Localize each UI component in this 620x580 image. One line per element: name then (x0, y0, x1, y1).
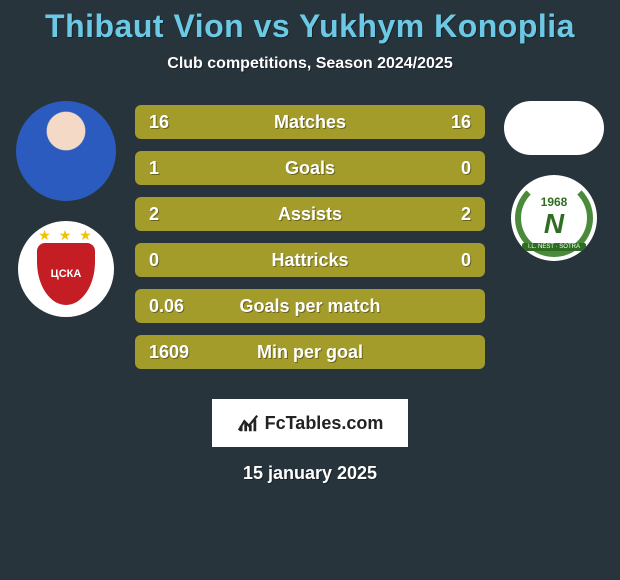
left-column: ★ ★ ★ ЦСКА (6, 101, 126, 317)
right-column: 1968 N I.L. NEST · SOTRA (494, 101, 614, 261)
club-right-inner: 1968 N (541, 196, 568, 240)
club-right-letter: N (541, 209, 568, 240)
stat-row: 0 Hattricks 0 (135, 243, 485, 277)
stat-label: Goals (285, 158, 335, 179)
stat-label: Matches (274, 112, 346, 133)
stat-right-value: 16 (421, 112, 471, 133)
stat-left-value: 2 (149, 204, 199, 225)
subtitle: Club competitions, Season 2024/2025 (0, 55, 620, 73)
player-left-photo (16, 101, 116, 201)
page-title: Thibaut Vion vs Yukhym Konoplia (0, 8, 620, 45)
stat-right-value: 0 (421, 158, 471, 179)
branding-badge: FcTables.com (212, 399, 408, 447)
stat-left-value: 0 (149, 250, 199, 271)
branding-text: FcTables.com (265, 413, 384, 434)
club-right-band: I.L. NEST · SOTRA (522, 243, 586, 251)
stat-left-value: 1 (149, 158, 199, 179)
stat-row: 2 Assists 2 (135, 197, 485, 231)
stat-left-value: 0.06 (149, 296, 199, 317)
shield-icon: ЦСКА (37, 243, 95, 305)
club-right-badge: 1968 N I.L. NEST · SOTRA (511, 175, 597, 261)
star-icon: ★ ★ ★ (18, 227, 114, 244)
content-area: ★ ★ ★ ЦСКА 1968 N I.L. NEST · SOTRA 16 Ma… (0, 101, 620, 381)
stat-row: 1 Goals 0 (135, 151, 485, 185)
stat-row: 0.06 Goals per match (135, 289, 485, 323)
player-right-photo (504, 101, 604, 155)
stat-left-value: 1609 (149, 342, 199, 363)
club-left-short: ЦСКА (51, 268, 82, 280)
stat-right-value: 0 (421, 250, 471, 271)
club-left-badge: ★ ★ ★ ЦСКА (18, 221, 114, 317)
stat-row: 16 Matches 16 (135, 105, 485, 139)
chart-icon (237, 412, 259, 434)
stat-label: Assists (278, 204, 342, 225)
stat-right-value: 2 (421, 204, 471, 225)
stat-row: 1609 Min per goal (135, 335, 485, 369)
stat-label: Min per goal (257, 342, 363, 363)
comparison-card: Thibaut Vion vs Yukhym Konoplia Club com… (0, 0, 620, 580)
stats-list: 16 Matches 16 1 Goals 0 2 Assists 2 0 Hattricks 0 0.… (135, 105, 485, 369)
stat-label: Goals per match (239, 296, 380, 317)
stat-label: Hattricks (271, 250, 348, 271)
stat-left-value: 16 (149, 112, 199, 133)
date-text: 15 january 2025 (0, 463, 620, 484)
